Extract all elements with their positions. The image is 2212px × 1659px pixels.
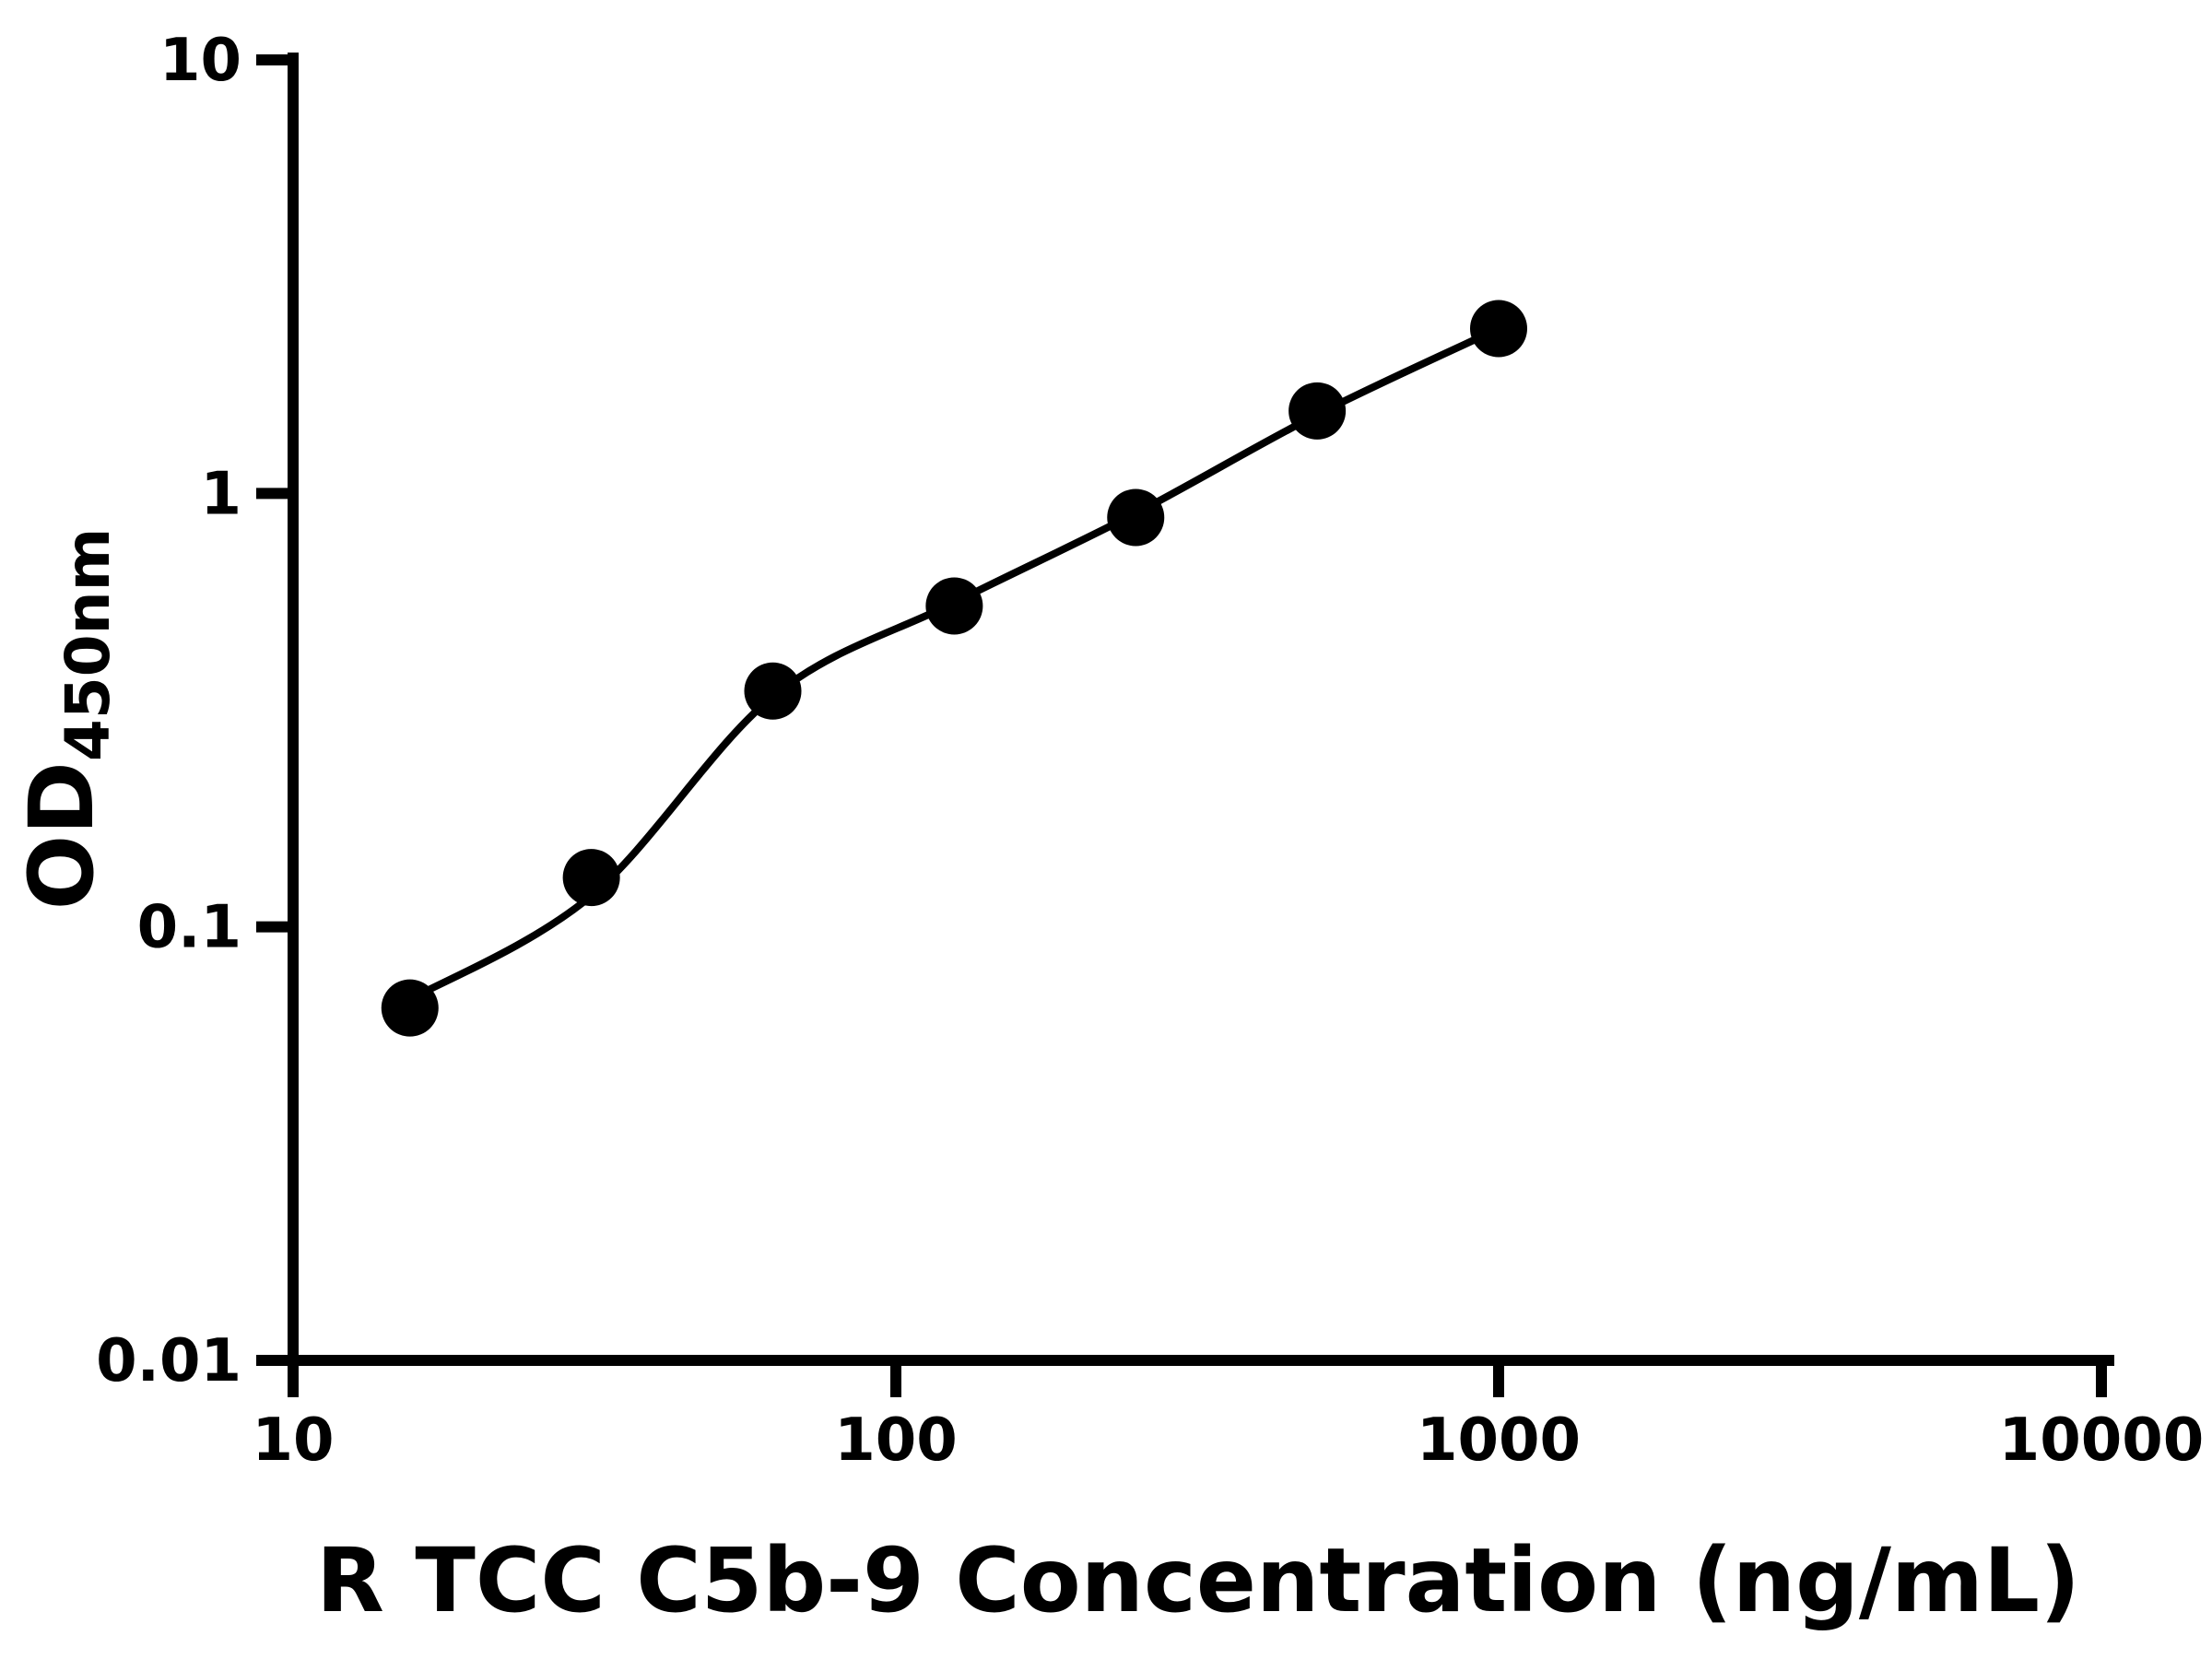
plot-area: 10 100 1000 10000 0.01 0.1 1 10 <box>96 27 2204 1475</box>
data-point <box>744 662 802 720</box>
x-tick-label: 10000 <box>1999 1406 2205 1475</box>
y-tick-label: 1 <box>200 460 241 528</box>
x-axis-title: R TCC C5b-9 Concentration (ng/mL) <box>316 1529 2080 1632</box>
data-point <box>1107 488 1165 547</box>
x-tick-label: 1000 <box>1417 1406 1581 1475</box>
y-tick-label: 0.01 <box>96 1327 241 1395</box>
y-axis-title-sub: 450nm <box>53 528 124 762</box>
y-tick-label: 10 <box>159 27 241 95</box>
y-tick-label: 0.1 <box>137 894 241 962</box>
x-tick-label: 100 <box>834 1406 958 1475</box>
data-point <box>925 577 983 635</box>
data-point <box>562 849 620 907</box>
data-point <box>1470 300 1527 358</box>
data-point <box>381 979 439 1037</box>
y-axis-title-main: OD <box>10 761 113 910</box>
y-axis-title: OD450nm <box>10 528 124 911</box>
x-tick-label: 10 <box>252 1406 334 1475</box>
data-point <box>1288 382 1347 440</box>
